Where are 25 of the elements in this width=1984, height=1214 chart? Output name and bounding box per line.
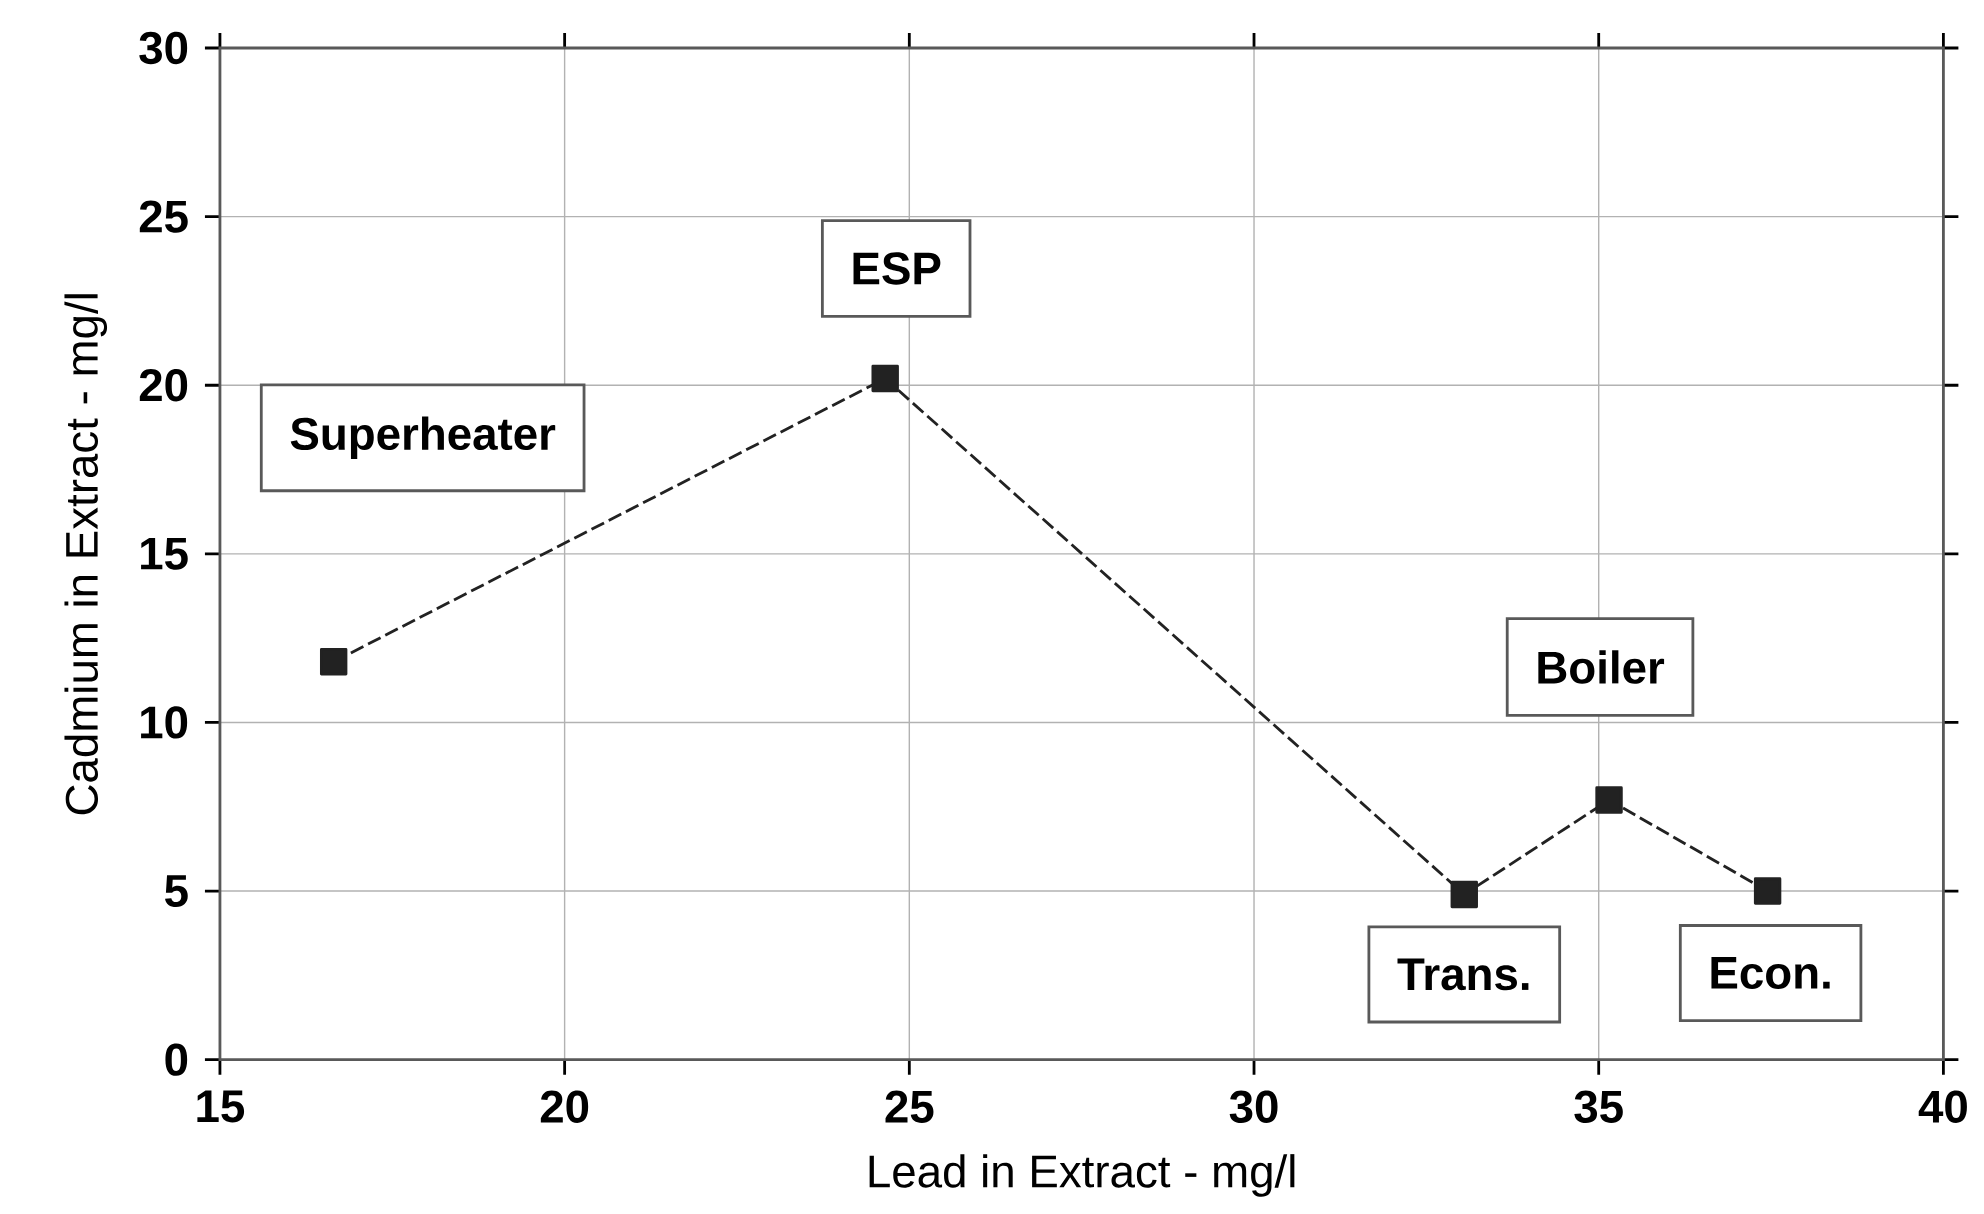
point [319, 648, 348, 676]
y-tick-label: 20 [139, 369, 188, 402]
x-tick-label: 20 [540, 1090, 589, 1124]
point [1753, 877, 1782, 905]
annotation: ESP [853, 252, 941, 285]
x-tick-label: 40 [1918, 1090, 1967, 1124]
point [1595, 786, 1623, 814]
y-axis-title: Cadmium in Extract - mg/l [64, 294, 108, 815]
y-tick-label: 0 [165, 1043, 188, 1077]
point [1450, 880, 1478, 909]
x-axis-title: Lead in Extract - mg/l [869, 1154, 1295, 1197]
x-tick-label: 30 [1229, 1090, 1278, 1124]
point [871, 364, 899, 393]
y-tick-label: 15 [141, 538, 188, 570]
annotation: Trans. [1397, 958, 1529, 991]
y-tick-label: 30 [139, 31, 188, 65]
y-tick-label: 25 [139, 200, 188, 233]
x-tick-label: 35 [1574, 1090, 1623, 1124]
annotation: Boiler [1538, 650, 1665, 685]
y-tick-label: 5 [165, 875, 188, 908]
x-tick-label: 25 [885, 1090, 934, 1124]
annotation: Econ. [1711, 957, 1830, 990]
x-tick-label: 15 [197, 1090, 245, 1123]
y-tick-label: 10 [141, 706, 188, 739]
annotation: Superheater [290, 416, 556, 460]
